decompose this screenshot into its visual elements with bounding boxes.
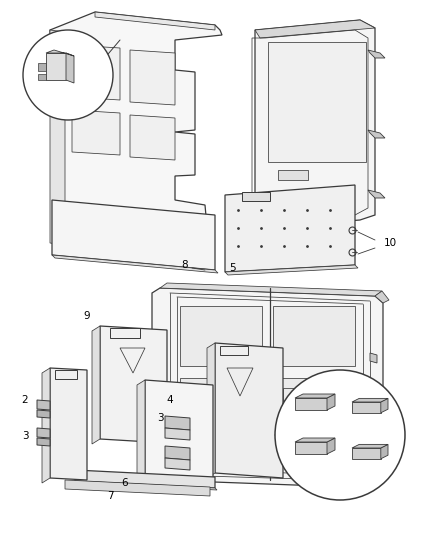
- Polygon shape: [165, 416, 190, 430]
- Polygon shape: [352, 445, 388, 448]
- Polygon shape: [264, 373, 276, 386]
- Polygon shape: [46, 53, 66, 80]
- Polygon shape: [295, 398, 327, 410]
- Polygon shape: [152, 288, 383, 488]
- Polygon shape: [368, 130, 385, 138]
- Polygon shape: [46, 50, 74, 56]
- Polygon shape: [37, 428, 50, 438]
- Polygon shape: [352, 402, 381, 413]
- Bar: [180, 378, 262, 433]
- Text: 1: 1: [70, 95, 76, 105]
- Polygon shape: [327, 394, 335, 410]
- Polygon shape: [225, 185, 355, 272]
- Polygon shape: [368, 190, 385, 198]
- Polygon shape: [52, 255, 218, 273]
- Polygon shape: [165, 458, 190, 470]
- Polygon shape: [381, 445, 388, 459]
- Polygon shape: [50, 30, 65, 245]
- Text: 5: 5: [230, 263, 237, 273]
- Polygon shape: [370, 413, 377, 423]
- Polygon shape: [165, 428, 190, 440]
- Text: 9: 9: [300, 471, 306, 481]
- Circle shape: [23, 30, 113, 120]
- Bar: [55, 370, 77, 379]
- Bar: [273, 378, 355, 433]
- Polygon shape: [95, 12, 215, 30]
- Text: 4: 4: [167, 395, 173, 405]
- Polygon shape: [165, 446, 190, 460]
- Polygon shape: [50, 12, 222, 260]
- Polygon shape: [352, 398, 388, 402]
- Polygon shape: [100, 326, 167, 443]
- Bar: [273, 306, 355, 366]
- Polygon shape: [264, 436, 276, 449]
- Polygon shape: [368, 50, 385, 58]
- Polygon shape: [381, 398, 388, 413]
- Text: 3: 3: [157, 413, 163, 423]
- Polygon shape: [160, 283, 382, 296]
- Polygon shape: [65, 480, 210, 496]
- Bar: [278, 170, 308, 180]
- Polygon shape: [375, 291, 389, 303]
- Text: 6: 6: [122, 478, 128, 488]
- Polygon shape: [352, 448, 381, 459]
- Text: 12: 12: [333, 457, 346, 467]
- Polygon shape: [295, 442, 327, 454]
- Polygon shape: [295, 394, 335, 398]
- Polygon shape: [130, 115, 175, 160]
- Bar: [110, 328, 140, 338]
- Text: 2: 2: [22, 395, 28, 405]
- Text: 9: 9: [84, 311, 90, 321]
- Polygon shape: [38, 74, 46, 80]
- Polygon shape: [42, 368, 50, 483]
- Text: 11: 11: [333, 387, 346, 397]
- Polygon shape: [75, 481, 217, 490]
- Polygon shape: [137, 380, 145, 483]
- Polygon shape: [72, 110, 120, 155]
- Polygon shape: [255, 20, 375, 38]
- Bar: [242, 192, 270, 201]
- Bar: [220, 346, 248, 355]
- Bar: [268, 42, 366, 162]
- Text: 7: 7: [107, 491, 113, 501]
- Polygon shape: [130, 50, 175, 105]
- Polygon shape: [37, 410, 50, 418]
- Polygon shape: [72, 45, 120, 100]
- Polygon shape: [255, 20, 375, 228]
- Polygon shape: [327, 438, 335, 454]
- Text: 8: 8: [182, 260, 188, 270]
- Polygon shape: [66, 53, 74, 83]
- Polygon shape: [75, 470, 215, 488]
- Bar: [190, 388, 252, 426]
- Polygon shape: [225, 265, 358, 275]
- Circle shape: [275, 370, 405, 500]
- Polygon shape: [92, 326, 100, 444]
- Polygon shape: [370, 353, 377, 363]
- Polygon shape: [295, 438, 335, 442]
- Polygon shape: [50, 368, 87, 480]
- Polygon shape: [215, 343, 283, 478]
- Polygon shape: [145, 380, 213, 483]
- Bar: [180, 306, 262, 366]
- Text: 10: 10: [383, 238, 396, 248]
- Polygon shape: [37, 400, 50, 410]
- Text: 3: 3: [22, 431, 28, 441]
- Polygon shape: [37, 438, 50, 446]
- Polygon shape: [207, 343, 215, 478]
- Polygon shape: [52, 200, 215, 270]
- Polygon shape: [38, 63, 46, 71]
- Bar: [283, 388, 345, 426]
